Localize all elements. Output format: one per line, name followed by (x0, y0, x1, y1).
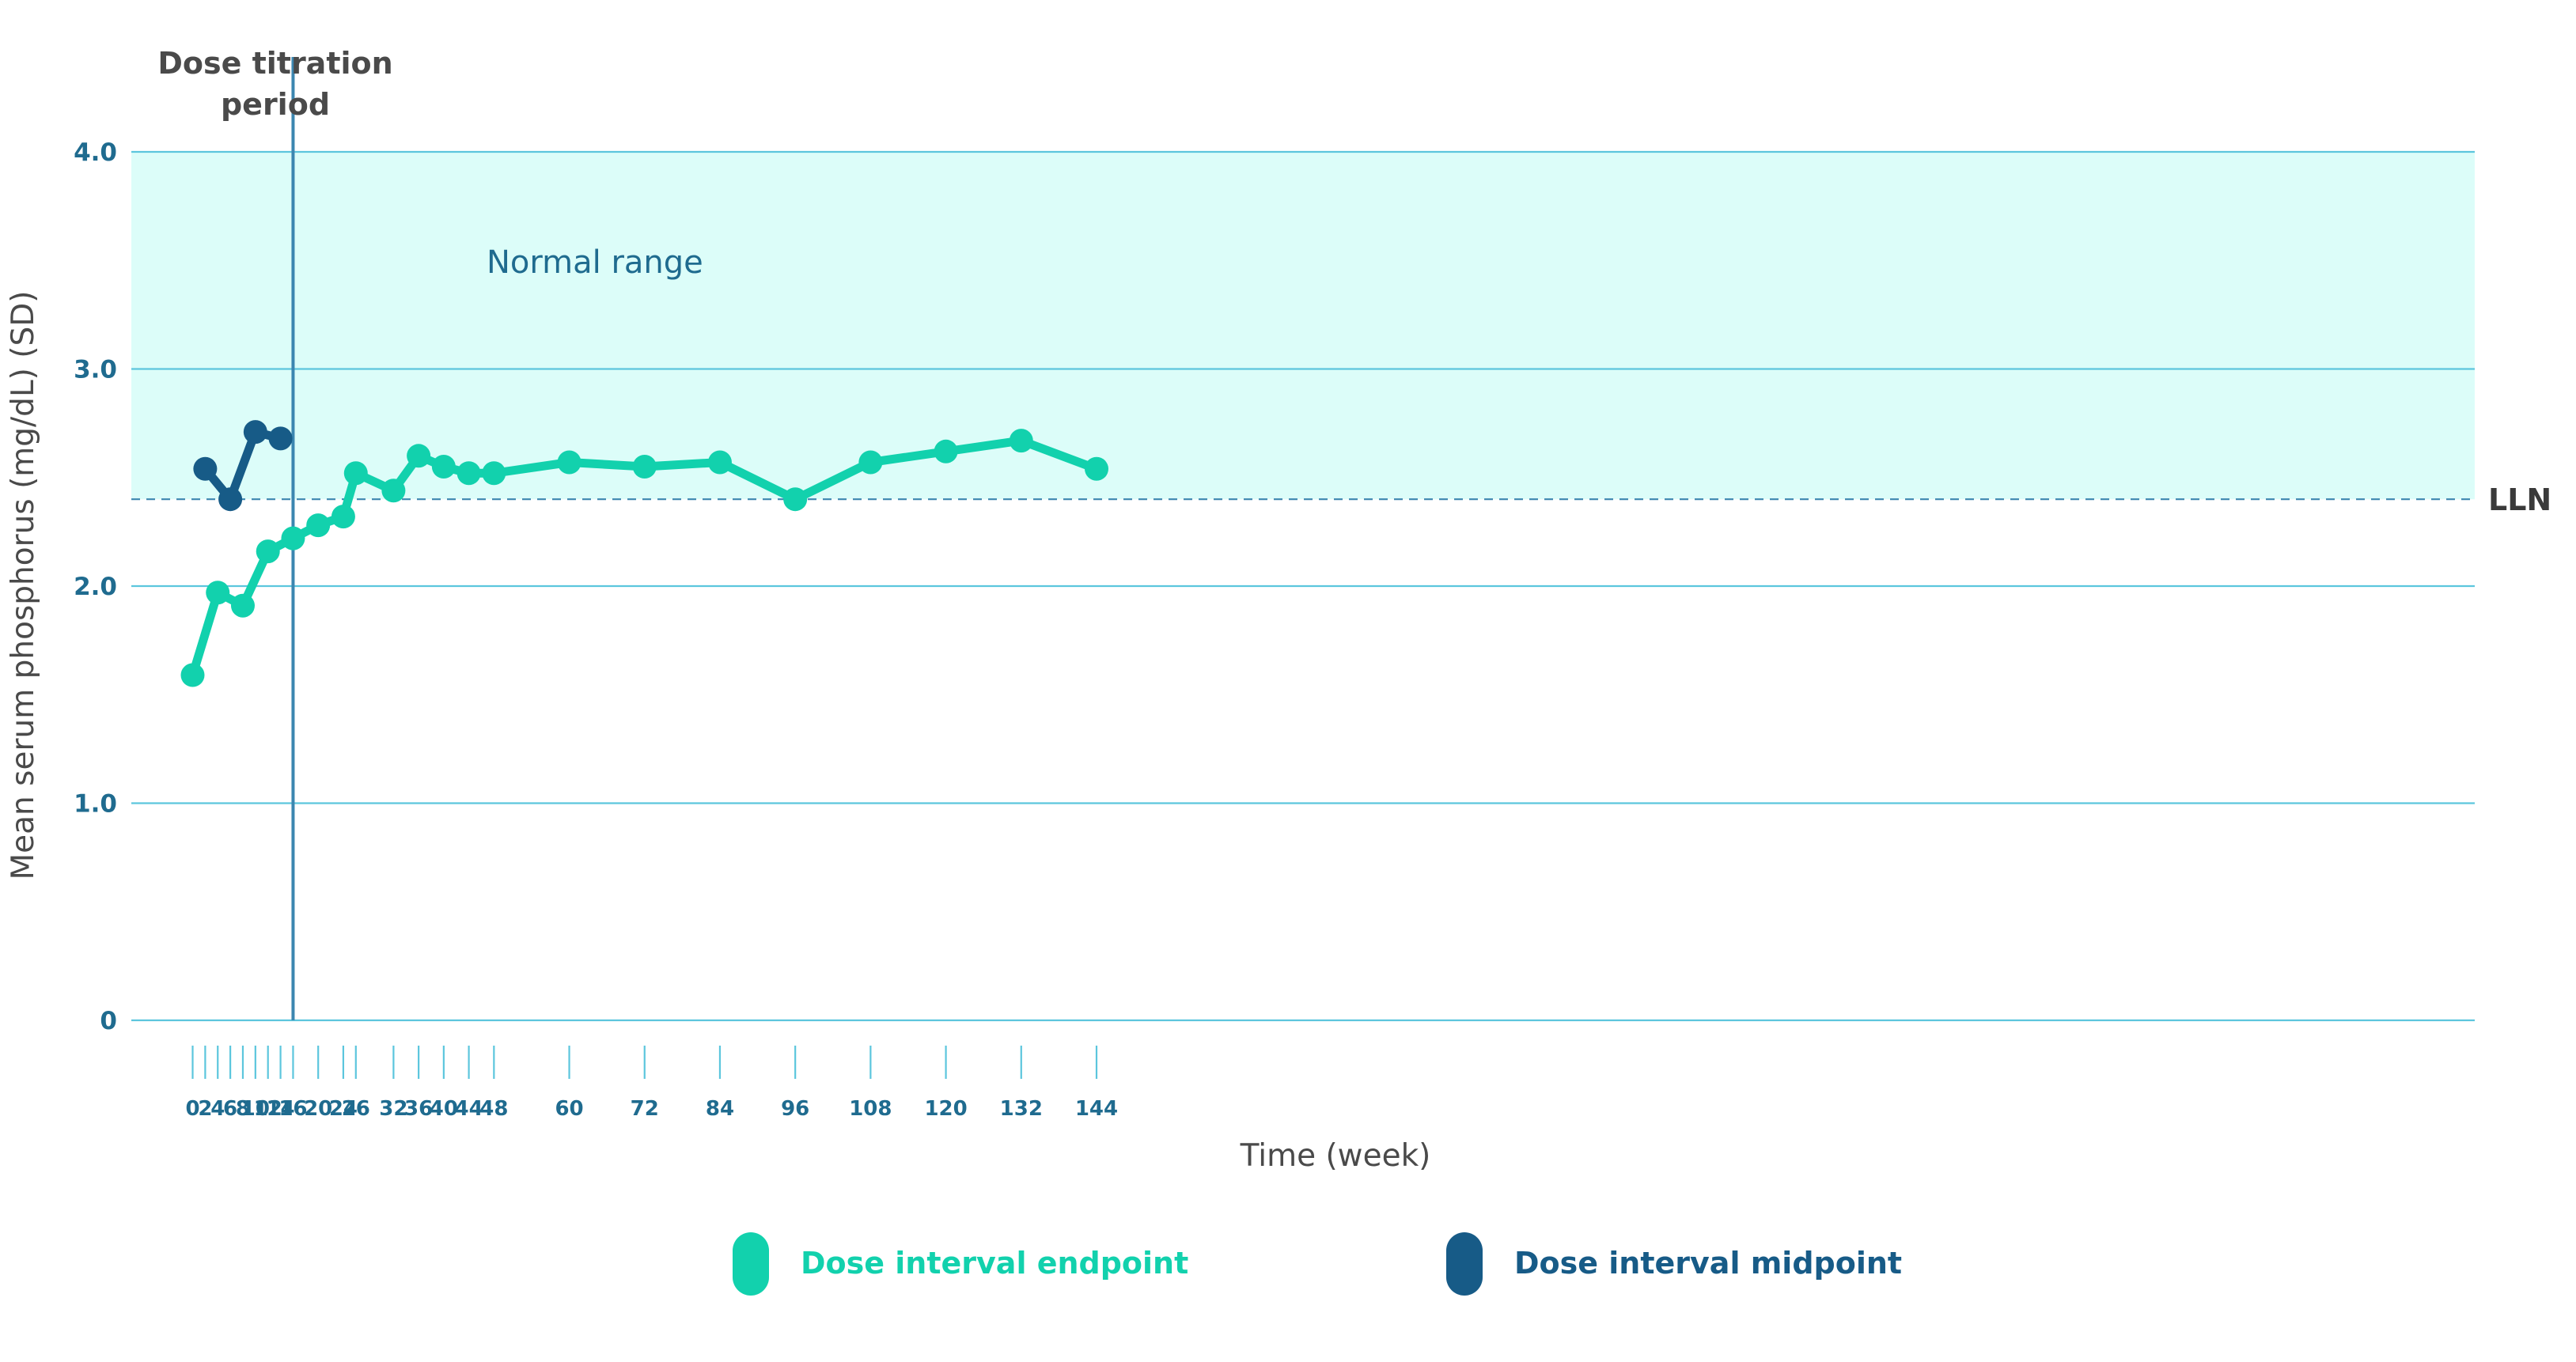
data-point-midpoint (268, 426, 293, 451)
x-tick-label: 6 (223, 1097, 237, 1121)
titration-period-label-line1: Dose titration (157, 46, 392, 81)
data-point-endpoint (482, 461, 506, 486)
x-tick-label: 26 (342, 1097, 370, 1121)
data-point-endpoint (206, 581, 230, 605)
x-tick-label: 0 (185, 1097, 199, 1121)
data-point-endpoint (934, 439, 958, 463)
data-point-endpoint (707, 450, 732, 475)
data-point-endpoint (783, 487, 808, 512)
data-point-endpoint (407, 444, 431, 468)
y-tick-label: 3.0 (74, 356, 117, 384)
x-tick-label: 10 (241, 1097, 270, 1121)
data-series (180, 420, 1108, 687)
data-point-endpoint (180, 663, 205, 687)
data-point-endpoint (230, 593, 255, 618)
normal-range-label: Normal range (487, 244, 703, 281)
x-tick-label: 48 (479, 1097, 508, 1121)
data-point-endpoint (431, 455, 456, 479)
data-point-endpoint (858, 450, 883, 475)
y-axis-tick-labels: 0 1.0 2.0 3.0 4.0 (74, 138, 117, 1035)
data-point-endpoint (256, 539, 280, 564)
x-tick-label: 132 (1000, 1097, 1043, 1121)
x-tick-label: 20 (304, 1097, 332, 1121)
x-tick-label: 84 (706, 1097, 734, 1121)
data-point-endpoint (281, 526, 305, 550)
data-point-endpoint (1084, 456, 1108, 481)
data-point-midpoint (218, 487, 243, 512)
x-axis-title: Time (week) (1240, 1138, 1431, 1174)
y-tick-label: 0 (100, 1007, 117, 1035)
data-point-endpoint (343, 461, 368, 486)
y-tick-label: 2.0 (74, 573, 117, 601)
x-tick-label: 144 (1075, 1097, 1118, 1121)
x-tick-label: 24 (329, 1097, 358, 1121)
data-point-endpoint (331, 505, 355, 529)
normal-range-band (131, 152, 2475, 500)
y-tick-label: 4.0 (74, 138, 117, 167)
legend-swatch-midpoint (1446, 1232, 1483, 1296)
legend: Dose interval endpoint Dose interval mid… (733, 1232, 1902, 1296)
x-tick-label: 12 (254, 1097, 282, 1121)
legend-label-endpoint: Dose interval endpoint (801, 1246, 1188, 1281)
x-tick-label: 32 (379, 1097, 407, 1121)
data-point-endpoint (632, 455, 657, 479)
lln-label: LLN (2488, 482, 2551, 517)
data-point-endpoint (456, 461, 481, 486)
series-line-midpoint (200, 427, 286, 504)
x-tick-label: 40 (430, 1097, 458, 1121)
y-tick-label: 1.0 (74, 790, 117, 819)
legend-label-midpoint: Dose interval midpoint (1514, 1246, 1902, 1281)
x-tick-label: 120 (924, 1097, 967, 1121)
x-tick-label: 96 (781, 1097, 809, 1121)
data-point-endpoint (1009, 429, 1033, 453)
titration-period-label-line2: period (221, 87, 330, 122)
x-tick-label: 2 (198, 1097, 212, 1121)
data-point-endpoint (557, 450, 581, 475)
x-tick-label: 60 (555, 1097, 583, 1121)
y-grid-lines (131, 150, 2475, 1022)
x-tick-label: 36 (404, 1097, 433, 1121)
legend-swatch-endpoint (733, 1232, 769, 1296)
x-tick-label: 4 (210, 1097, 225, 1121)
data-point-midpoint (193, 456, 218, 481)
data-point-endpoint (381, 479, 406, 503)
x-tick-label: 16 (278, 1097, 307, 1121)
x-tick-label: 72 (631, 1097, 659, 1121)
x-tick-label: 44 (455, 1097, 483, 1121)
x-tick-label: 14 (266, 1097, 294, 1121)
x-tick-label: 8 (236, 1097, 250, 1121)
x-tick-label: 108 (849, 1097, 892, 1121)
data-point-midpoint (243, 420, 267, 445)
data-point-endpoint (306, 513, 331, 538)
y-axis-title: Mean serum phosphorus (mg/dL) (SD) (6, 291, 41, 880)
